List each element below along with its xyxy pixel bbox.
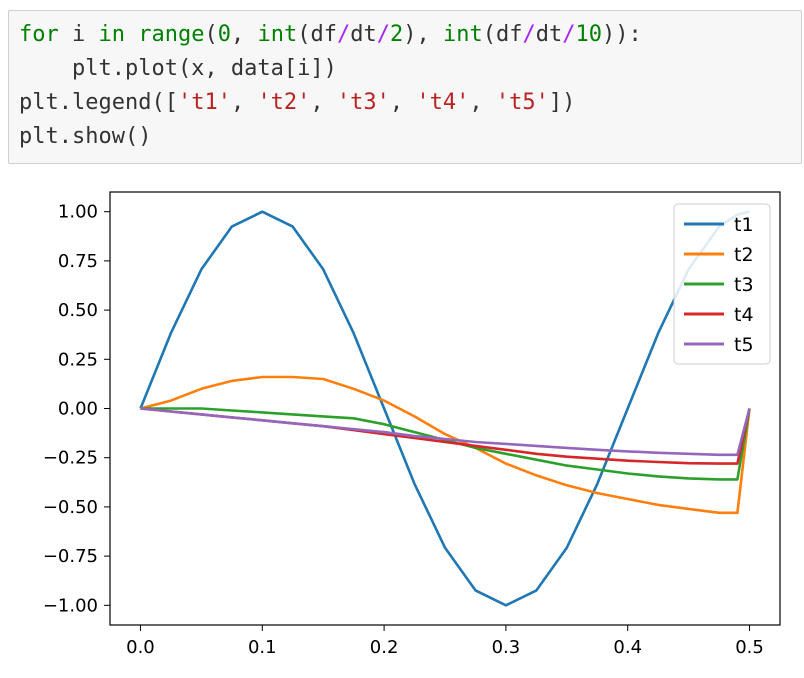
y-tick-label: 1.00: [58, 202, 98, 223]
line-chart: 0.0 0.1 0.2 0.3 0.4 0.5 1.00 0.75 0.50 0.25 0.00 −0…: [43, 191, 781, 658]
code-token: for: [19, 22, 59, 47]
code-token: 10: [575, 22, 602, 47]
x-tick-label: 0.1: [248, 637, 277, 658]
x-tick-label: 0.0: [126, 637, 155, 658]
code-token: /: [336, 22, 351, 47]
code-token: ,: [310, 90, 337, 115]
code-line: for i in range(0, int(df/dt/2), int(df/d…: [19, 18, 801, 52]
y-tick-label: −0.25: [43, 448, 98, 469]
code-token: 't5': [495, 90, 549, 115]
x-tick-label: 0.2: [370, 637, 399, 658]
code-token: 't4': [416, 90, 470, 115]
legend-label: t4: [734, 304, 754, 326]
series-line-t3: [140, 407, 751, 481]
code-token: ]): [548, 90, 576, 115]
code-token: 2: [389, 22, 404, 47]
code-token: dt: [350, 22, 377, 47]
code-token: range: [138, 22, 205, 47]
code-token: /: [562, 22, 576, 47]
code-token: plt.legend([: [19, 90, 178, 115]
x-tick-label: 0.5: [735, 637, 764, 658]
legend-label: t5: [734, 334, 754, 356]
code-token: i: [58, 22, 99, 47]
code-token: ,: [389, 90, 417, 115]
code-token: dt: [535, 22, 563, 47]
code-line: plt.legend(['t1', 't2', 't3', 't4', 't5'…: [19, 86, 801, 120]
code-token: 't3': [336, 90, 390, 115]
y-tick-label: 0.25: [58, 349, 98, 370]
code-token: [125, 22, 138, 47]
series-line-t2: [140, 375, 751, 515]
code-line: plt.show(): [19, 120, 801, 154]
legend-label: t1: [734, 214, 754, 236]
code-token: )):: [601, 22, 642, 47]
legend-label: t3: [734, 274, 754, 296]
code-token: plt.show(): [19, 124, 152, 149]
y-tick-label: −0.75: [43, 546, 98, 567]
code-token: 0: [217, 22, 231, 47]
code-token: in: [98, 22, 126, 47]
code-token: /: [376, 22, 390, 47]
code-token: ,: [230, 90, 258, 115]
x-tick-label: 0.3: [492, 637, 521, 658]
legend-label: t2: [734, 244, 754, 266]
x-tick-label: 0.4: [613, 637, 642, 658]
code-token: ),: [403, 22, 443, 47]
y-tick-label: 0.00: [58, 399, 98, 420]
series-line-t5: [140, 407, 751, 457]
code-token: (: [204, 22, 218, 47]
code-line: plt.plot(x, data[i]): [19, 52, 801, 86]
code-token: plt.plot(x, data[i]): [19, 56, 337, 81]
series-line-t1: [139, 210, 750, 607]
code-token: /: [522, 22, 536, 47]
code-token: (df: [297, 22, 337, 47]
y-tick-label: −0.50: [43, 497, 98, 518]
y-tick-label: 0.75: [58, 251, 98, 272]
y-tick-label: −1.00: [43, 595, 98, 616]
code-cell[interactable]: for i in range(0, int(df/dt/2), int(df/d…: [8, 10, 802, 164]
code-token: ,: [469, 90, 496, 115]
code-token: (df: [482, 22, 523, 47]
code-token: 't1': [177, 90, 231, 115]
code-token: ,: [230, 22, 258, 47]
code-token: 't2': [257, 90, 311, 115]
code-token: int: [442, 22, 483, 47]
code-token: int: [257, 22, 298, 47]
y-tick-label: 0.50: [58, 300, 98, 321]
